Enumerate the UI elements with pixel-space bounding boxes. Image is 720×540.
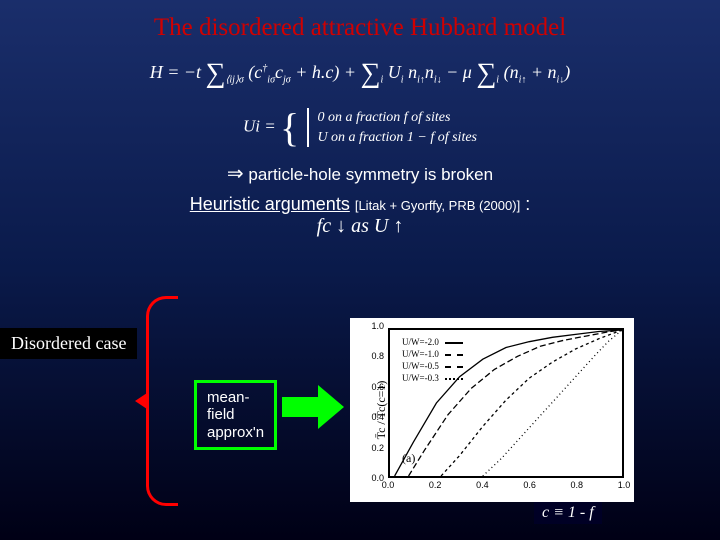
- mf-line-1: mean-: [207, 389, 264, 406]
- heuristic-text: Heuristic arguments: [190, 194, 350, 214]
- hamiltonian-equation: H = −t ∑⟨ij⟩σ (c†iσcjσ + h.c) + ∑i Ui ni…: [0, 60, 720, 88]
- ui-case-2: U on a fraction 1 − f of sites: [317, 128, 477, 148]
- ui-cases: Ui = { 0 on a fraction f of sites U on a…: [0, 104, 720, 151]
- implies-arrow: ⇒: [227, 163, 244, 185]
- mf-line-2: field: [207, 406, 264, 423]
- ui-lhs: Ui =: [243, 116, 276, 135]
- tc-chart: T̄c / T̄c(c=1) 0.00.20.4 0.60.81.0 0.00.…: [350, 318, 634, 502]
- mean-field-box: mean- field approx'n: [194, 380, 277, 450]
- c-definition: c ≡ 1 - f: [534, 502, 602, 524]
- phs-line: ⇒ particle-hole symmetry is broken: [0, 161, 720, 186]
- heuristic-colon: :: [525, 194, 530, 214]
- phs-text: particle-hole symmetry is broken: [248, 165, 493, 184]
- page-title: The disordered attractive Hubbard model: [0, 0, 720, 42]
- chart-curves: [390, 330, 622, 476]
- heuristic-line: Heuristic arguments [Litak + Gyorffy, PR…: [0, 194, 720, 215]
- heuristic-cite: [Litak + Gyorffy, PRB (2000)]: [355, 198, 520, 213]
- fc-relation: fc ↓ as U ↑: [0, 215, 720, 238]
- chart-xticks: 0.00.20.4 0.60.81.0: [388, 480, 624, 492]
- chart-plot-area: U/W=-2.0 U/W=-1.0 U/W=-0.5 U/W=-0.3 (a): [388, 328, 624, 478]
- red-brace: [146, 296, 178, 506]
- ui-case-1: 0 on a fraction f of sites: [317, 108, 477, 128]
- mf-line-3: approx'n: [207, 424, 264, 441]
- green-arrow: [282, 385, 344, 429]
- chart-yticks: 0.00.20.4 0.60.81.0: [370, 326, 386, 478]
- disordered-case-label: Disordered case: [0, 328, 137, 359]
